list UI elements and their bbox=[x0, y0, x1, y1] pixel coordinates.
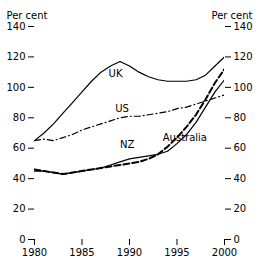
svg-text:140: 140 bbox=[234, 21, 253, 32]
svg-text:120: 120 bbox=[234, 51, 253, 62]
svg-text:40: 40 bbox=[234, 173, 247, 184]
svg-text:Australia: Australia bbox=[163, 132, 207, 143]
svg-text:80: 80 bbox=[234, 112, 247, 123]
svg-text:NZ: NZ bbox=[120, 139, 134, 150]
svg-text:120: 120 bbox=[6, 51, 25, 62]
svg-text:0: 0 bbox=[19, 234, 25, 245]
svg-text:Per cent: Per cent bbox=[211, 10, 252, 21]
svg-text:1980: 1980 bbox=[22, 247, 47, 258]
svg-text:US: US bbox=[115, 103, 129, 114]
svg-text:40: 40 bbox=[13, 173, 26, 184]
svg-text:60: 60 bbox=[13, 142, 26, 153]
svg-text:60: 60 bbox=[234, 142, 247, 153]
svg-text:UK: UK bbox=[109, 68, 123, 79]
svg-text:2000: 2000 bbox=[212, 247, 237, 258]
svg-text:20: 20 bbox=[13, 203, 26, 214]
svg-text:1995: 1995 bbox=[164, 247, 189, 258]
svg-text:140: 140 bbox=[6, 21, 25, 32]
svg-text:0: 0 bbox=[234, 234, 240, 245]
svg-text:20: 20 bbox=[234, 203, 247, 214]
svg-text:80: 80 bbox=[13, 112, 26, 123]
svg-text:1990: 1990 bbox=[117, 247, 142, 258]
svg-text:Per cent: Per cent bbox=[7, 10, 48, 21]
svg-text:1985: 1985 bbox=[69, 247, 94, 258]
svg-text:100: 100 bbox=[234, 82, 253, 93]
svg-text:100: 100 bbox=[6, 82, 25, 93]
